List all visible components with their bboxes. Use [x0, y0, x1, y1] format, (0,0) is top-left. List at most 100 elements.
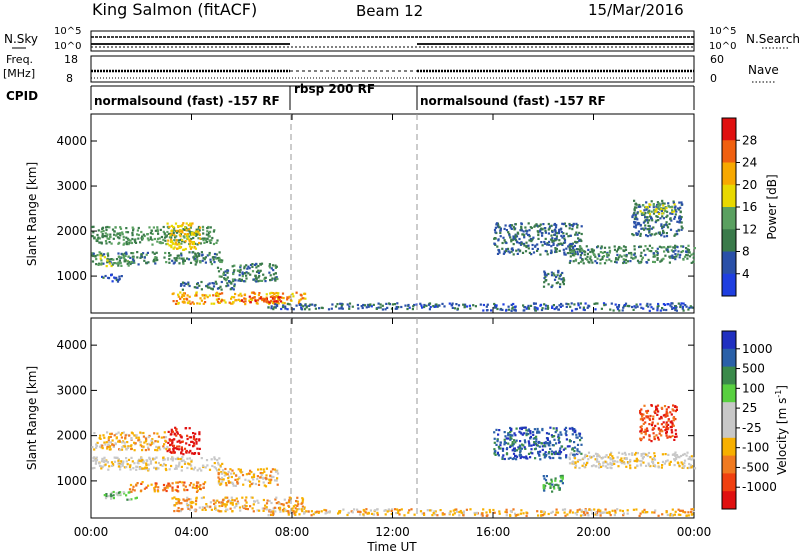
beam-title: Beam 12: [356, 2, 423, 20]
velocity-colorbar-segment: [722, 366, 736, 385]
velocity-colorbar-segment: [722, 491, 736, 510]
velocity-ylabel: Slant Range [km]: [25, 366, 39, 470]
power-ytick-label: 4000: [56, 134, 87, 148]
velocity-ytick-label: 1000: [56, 474, 87, 488]
velocity-colorbar-tick-label: -25: [742, 421, 762, 435]
power-echo-region: [101, 273, 123, 283]
station-title: King Salmon (fitACF): [92, 0, 257, 19]
nsky-panel: [90, 30, 695, 52]
freq-nave-panel: [90, 55, 695, 83]
power-colorbar-segment: [722, 162, 736, 186]
velocity-colorbar-segment: [722, 420, 736, 439]
velocity-colorbar-tick-label: -500: [742, 460, 769, 474]
power-colorbar-segment: [722, 184, 736, 208]
freq-unit: [MHz]: [3, 67, 35, 80]
cpid-segment-3: normalsound (fast) -157 RF: [420, 94, 606, 108]
power-colorbar-label: Power [dB]: [765, 174, 779, 239]
nsky-tick-bottom: 10^0: [54, 41, 81, 52]
power-echo-region: [166, 222, 202, 251]
velocity-xtick-label: 00:00: [677, 525, 712, 539]
power-ylabel: Slant Range [km]: [25, 162, 39, 266]
velocity-echo-region: [91, 431, 169, 452]
velocity-colorbar-tick-label: -1000: [742, 480, 777, 494]
velocity-echo-region: [267, 508, 483, 517]
power-colorbar-tick-label: 8: [742, 245, 750, 259]
power-echo-region: [240, 295, 283, 304]
power-colorbar-tick-label: 16: [742, 200, 757, 214]
velocity-y-axis: 1000 2000 3000 4000: [56, 338, 694, 488]
velocity-colorbar-tick-label: 25: [742, 401, 757, 415]
power-echo-region: [568, 244, 696, 265]
power-y-axis: 1000 2000 3000 4000: [56, 134, 694, 283]
time-axis-label: Time UT: [366, 540, 417, 554]
date-title: 15/Mar/2016: [588, 1, 684, 19]
velocity-colorbar-segment: [722, 437, 736, 457]
velocity-colorbar-segment: [722, 402, 736, 421]
velocity-data-layer: [91, 404, 697, 517]
velocity-ytick-label: 4000: [56, 338, 87, 352]
velocity-panel: 1000 2000 3000 4000 00:00 04:00 08:00 12:00 16:…: [25, 317, 712, 554]
power-colorbar-tick-label: 28: [742, 133, 757, 147]
cpid-segment-2: rbsp 200 RF: [294, 82, 375, 96]
power-ytick-label: 2000: [56, 224, 87, 238]
cpid-label: CPID: [6, 89, 38, 103]
nsearch-label: N.Search: [746, 32, 800, 46]
power-echo-region: [97, 254, 131, 268]
power-colorbar-segment: [722, 118, 736, 141]
velocity-xtick-label: 00:00: [74, 525, 109, 539]
power-echo-region: [91, 251, 224, 266]
power-colorbar-tick-label: 24: [742, 156, 757, 170]
power-echo-region: [493, 222, 584, 256]
power-ytick-label: 3000: [56, 179, 87, 193]
velocity-plot-frame: [90, 317, 695, 519]
nave-tick-top: 60: [710, 53, 724, 66]
velocity-echo-region: [493, 426, 583, 461]
velocity-colorbar-segment: [722, 473, 736, 492]
velocity-echo-region: [166, 426, 201, 456]
power-colorbar: 4 8 12 16 20 24 28 Power [dB]: [721, 117, 779, 297]
nave-label: Nave: [748, 63, 779, 77]
power-echo-region: [179, 280, 236, 291]
velocity-colorbar-label: Velocity [m s-1]: [774, 385, 789, 475]
velocity-xtick-label: 08:00: [275, 525, 310, 539]
power-colorbar-tick-label: 12: [742, 222, 757, 236]
power-echo-region: [639, 202, 676, 215]
power-echo-region: [216, 262, 279, 283]
power-colorbar-segment: [722, 273, 736, 297]
velocity-echo-region: [480, 508, 695, 517]
power-x-axis: [90, 114, 695, 313]
power-panel: 1000 2000 3000 4000 Slant Range [km]: [25, 113, 696, 314]
power-colorbar-segment: [722, 207, 736, 230]
power-echo-region: [482, 302, 694, 312]
velocity-colorbar-segment: [722, 331, 736, 350]
velocity-echo-region: [568, 451, 697, 470]
velocity-xtick-label: 16:00: [476, 525, 511, 539]
power-data-layer: [91, 199, 696, 312]
velocity-colorbar-tick-label: 1000: [742, 342, 773, 356]
power-colorbar-segment: [722, 229, 736, 252]
velocity-echo-region: [91, 456, 224, 472]
freq-tick-bottom: 8: [66, 72, 73, 85]
freq-tick-top: 18: [64, 53, 78, 66]
velocity-ytick-label: 2000: [56, 429, 87, 443]
power-ytick-label: 1000: [56, 269, 87, 283]
power-colorbar-segment: [722, 140, 736, 163]
power-colorbar-tick-label: 4: [742, 267, 750, 281]
freq-label: Freq.: [6, 53, 33, 66]
velocity-echo-region: [171, 496, 306, 513]
velocity-ytick-label: 3000: [56, 383, 87, 397]
velocity-colorbar-tick-label: -100: [742, 441, 769, 455]
velocity-echo-region: [217, 467, 280, 488]
cpid-segment-1: normalsound (fast) -157 RF: [94, 94, 280, 108]
nsky-tick-top: 10^5: [54, 26, 81, 37]
nsky-label: N.Sky: [4, 32, 38, 46]
velocity-colorbar-tick-label: 100: [742, 381, 765, 395]
velocity-echo-region: [542, 474, 564, 493]
velocity-colorbar-segment: [722, 384, 736, 403]
power-colorbar-tick-label: 20: [742, 178, 757, 192]
velocity-echo-region: [639, 404, 678, 443]
power-plot-frame: [90, 113, 695, 314]
velocity-x-axis: 00:00 04:00 08:00 12:00 16:00 20:00 00:00: [74, 318, 712, 539]
power-echo-region: [542, 269, 566, 289]
